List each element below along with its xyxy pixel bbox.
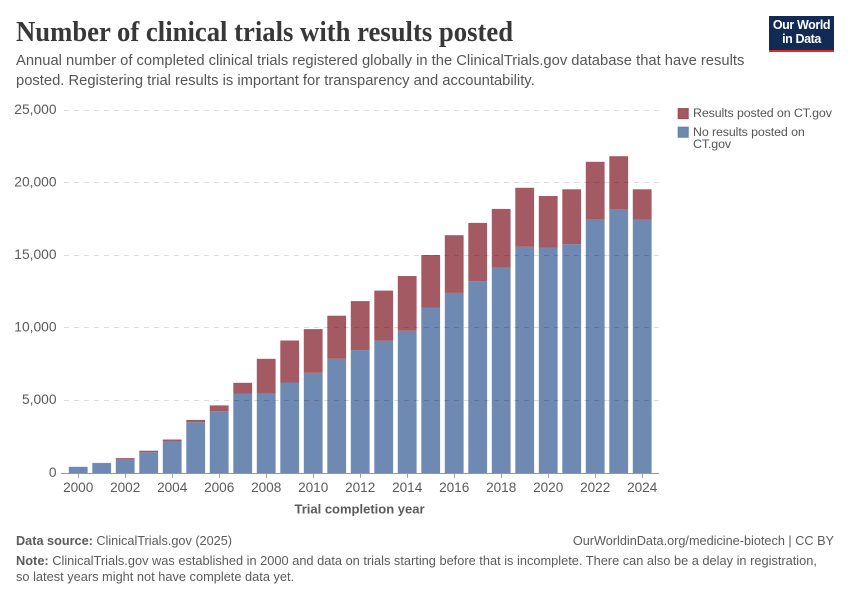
svg-text:10,000: 10,000 xyxy=(14,319,57,334)
svg-text:2022: 2022 xyxy=(580,480,610,495)
svg-text:2010: 2010 xyxy=(298,480,329,495)
svg-text:2018: 2018 xyxy=(486,480,516,495)
svg-text:5,000: 5,000 xyxy=(22,392,57,407)
svg-text:2020: 2020 xyxy=(533,480,564,495)
svg-text:2000: 2000 xyxy=(63,480,94,495)
svg-text:0: 0 xyxy=(49,465,57,480)
svg-text:2024: 2024 xyxy=(627,480,658,495)
svg-text:20,000: 20,000 xyxy=(14,174,57,189)
svg-text:2008: 2008 xyxy=(251,480,281,495)
svg-text:2002: 2002 xyxy=(110,480,140,495)
svg-text:2016: 2016 xyxy=(439,480,469,495)
svg-text:2012: 2012 xyxy=(345,480,375,495)
svg-text:2006: 2006 xyxy=(204,480,234,495)
svg-text:15,000: 15,000 xyxy=(14,247,57,262)
svg-text:25,000: 25,000 xyxy=(14,102,57,117)
svg-text:Trial completion year: Trial completion year xyxy=(294,501,424,516)
svg-text:2014: 2014 xyxy=(392,480,423,495)
svg-text:2004: 2004 xyxy=(157,480,188,495)
